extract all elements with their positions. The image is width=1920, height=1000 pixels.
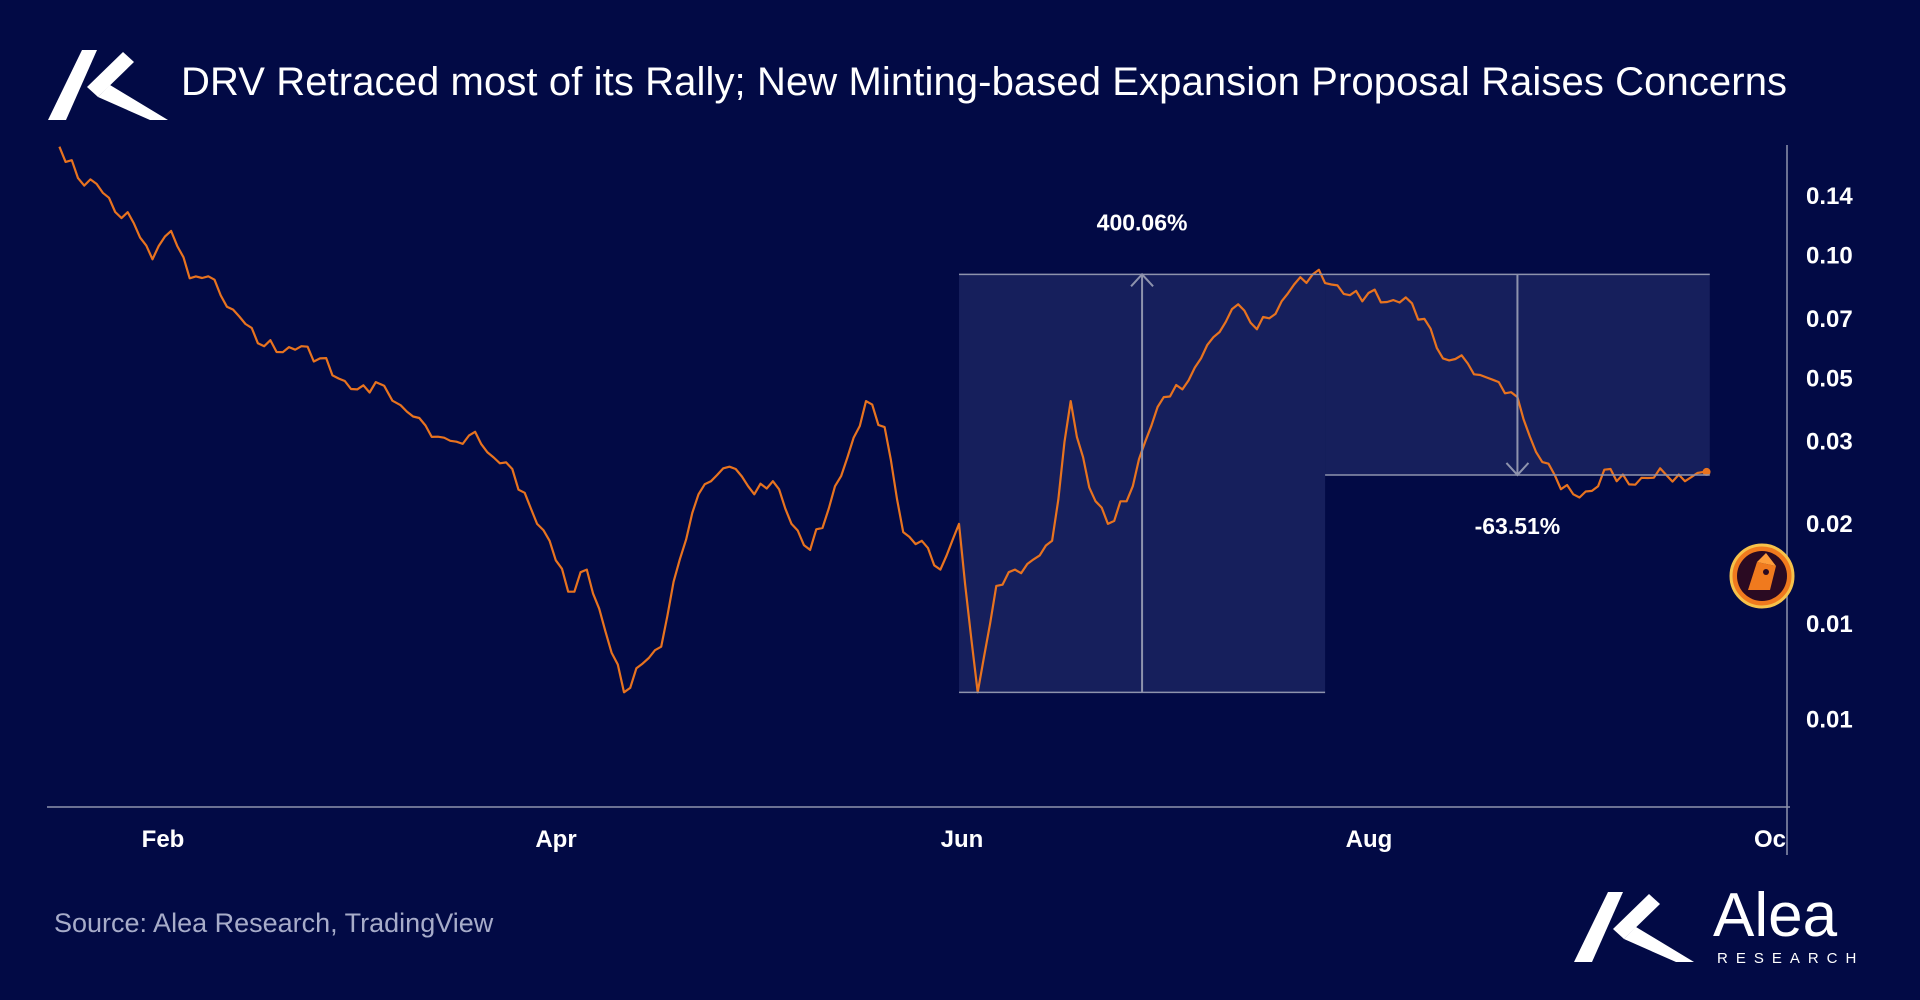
last-price-dot xyxy=(1702,467,1711,476)
alea-logo-icon xyxy=(48,50,168,120)
x-tick-label: Jun xyxy=(941,826,984,853)
arrow-head xyxy=(1130,272,1154,288)
x-tick-label: Aug xyxy=(1346,826,1393,853)
brand-sub: RESEARCH xyxy=(1717,950,1864,967)
measure-label: -63.51% xyxy=(1475,513,1561,539)
x-tick-label: Feb xyxy=(142,826,185,853)
drv-token-icon xyxy=(1729,543,1795,609)
y-tick-label: 0.07 xyxy=(1806,306,1853,333)
y-tick-label: 0.05 xyxy=(1806,365,1853,392)
y-tick-label: 0.01 xyxy=(1806,706,1853,733)
chart-title: DRV Retraced most of its Rally; New Mint… xyxy=(181,60,1788,104)
y-tick-label: 0.14 xyxy=(1806,183,1853,210)
alea-research-logo: Alea RESEARCH xyxy=(1574,881,1864,967)
y-tick-label: 0.01 xyxy=(1806,611,1853,638)
arrow-head xyxy=(1505,462,1530,477)
brand-name: Alea xyxy=(1713,881,1838,950)
x-tick-label: Apr xyxy=(535,826,576,853)
measure-label: 400.06% xyxy=(1097,209,1188,235)
x-tick-label: Oc xyxy=(1754,826,1786,853)
price-line xyxy=(58,146,1704,694)
y-tick-label: 0.03 xyxy=(1806,429,1853,456)
y-tick-label: 0.02 xyxy=(1806,511,1853,538)
source-note: Source: Alea Research, TradingView xyxy=(54,908,494,938)
y-tick-label: 0.10 xyxy=(1806,243,1853,270)
